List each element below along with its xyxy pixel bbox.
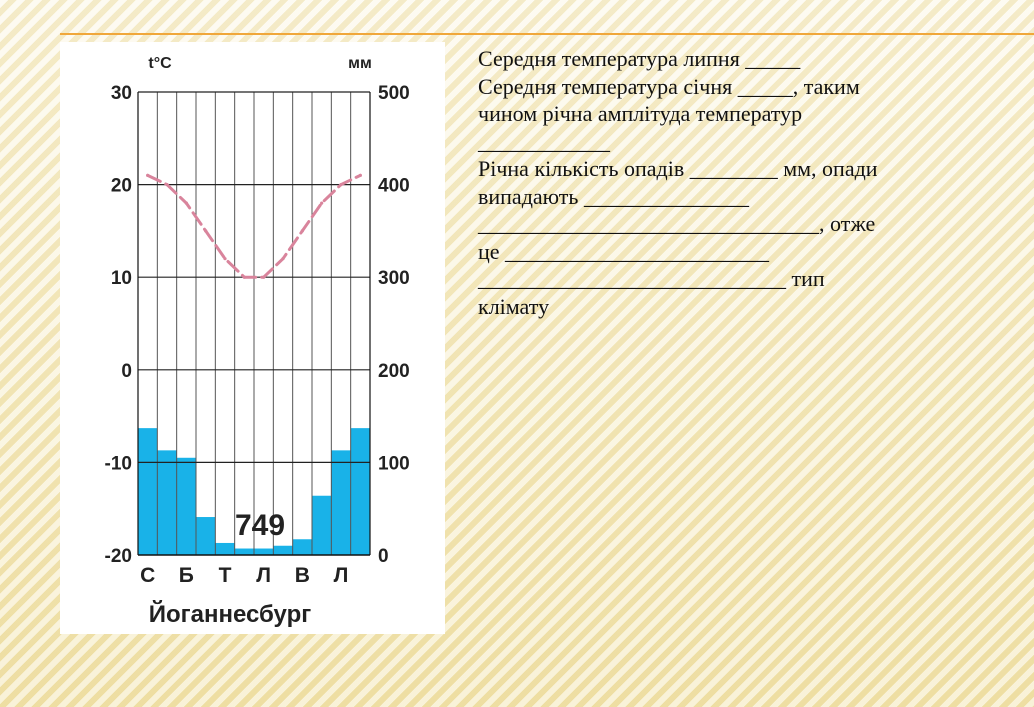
temperature-point — [262, 275, 266, 279]
precip-bar — [176, 457, 196, 555]
precip-unit-label: мм — [348, 55, 372, 72]
precip-tick-label: 0 — [378, 546, 389, 567]
precip-bar — [292, 539, 312, 555]
precip-bar — [215, 542, 235, 555]
climate-chart: t°C мм 749 Йоганнесбург 3020100-10-20500… — [105, 55, 410, 628]
temp-tick-label: 30 — [111, 83, 132, 104]
task-line: це ________________________ — [478, 238, 770, 264]
task-line: клімату — [478, 293, 550, 319]
temperature-curve — [146, 173, 362, 279]
precip-tick-label: 100 — [378, 453, 410, 474]
month-label: С — [140, 564, 155, 587]
precip-bar — [196, 517, 216, 555]
month-label: Т — [219, 564, 232, 587]
precip-bar — [273, 545, 293, 555]
temperature-point — [339, 183, 343, 187]
temperature-point — [184, 201, 188, 205]
temperature-point — [300, 229, 304, 233]
precip-bar — [331, 450, 351, 555]
climate-chart-panel: t°C мм 749 Йоганнесбург 30 20 10 0 -10 -20 500… — [60, 42, 445, 634]
precip-tick-label: 300 — [378, 268, 410, 289]
temperature-line — [146, 173, 362, 279]
precip-bar — [254, 548, 274, 555]
month-label: Л — [334, 564, 349, 587]
temperature-point — [204, 229, 208, 233]
task-line: чином річна амплітуда температур — [478, 101, 803, 126]
task-line: ____________________________ тип — [478, 266, 825, 291]
precip-bar — [234, 548, 254, 555]
temperature-point — [281, 257, 285, 261]
precip-bar — [312, 495, 332, 555]
task-line: ____________ — [478, 128, 610, 154]
temp-tick-label: 20 — [111, 176, 132, 197]
temperature-point — [146, 173, 150, 177]
task-line: _______________________________, отже — [478, 211, 876, 236]
precip-bar — [350, 428, 370, 555]
task-line: Середня температура липня _____ — [478, 46, 801, 71]
temp-unit-label: t°C — [148, 55, 172, 72]
month-label: Л — [256, 564, 271, 587]
month-label: В — [295, 564, 310, 587]
month-label: Б — [179, 564, 194, 587]
temperature-point — [165, 183, 169, 187]
task-line: Річна кількість опадів ________ мм, опад… — [478, 156, 878, 181]
task-text: Середня температура липня _____ Середня … — [478, 45, 978, 320]
annual-precip-total: 749 — [235, 509, 285, 542]
header-divider — [60, 33, 1034, 35]
temperature-point — [223, 257, 227, 261]
station-name: Йоганнесбург — [149, 600, 312, 628]
temp-tick-label: -10 — [105, 453, 132, 474]
precip-tick-label: 400 — [378, 176, 410, 197]
precip-tick-label: 200 — [378, 361, 410, 382]
task-line: Середня температура січня _____, таким — [478, 73, 860, 99]
precip-tick-label: 500 — [378, 83, 410, 104]
precip-bar — [138, 428, 158, 555]
precip-bar — [157, 450, 177, 555]
temperature-point — [320, 201, 324, 205]
chart-labels: t°C мм 749 Йоганнесбург 3020100-10-20500… — [105, 55, 410, 628]
chart-grid — [137, 91, 371, 556]
temp-tick-label: 0 — [121, 361, 132, 382]
temp-tick-label: 10 — [111, 268, 132, 289]
temperature-point — [358, 173, 362, 177]
precipitation-bars — [138, 428, 370, 555]
task-line: випадають _______________ — [478, 183, 749, 209]
temperature-point — [242, 275, 246, 279]
temp-tick-label: -20 — [105, 546, 132, 567]
